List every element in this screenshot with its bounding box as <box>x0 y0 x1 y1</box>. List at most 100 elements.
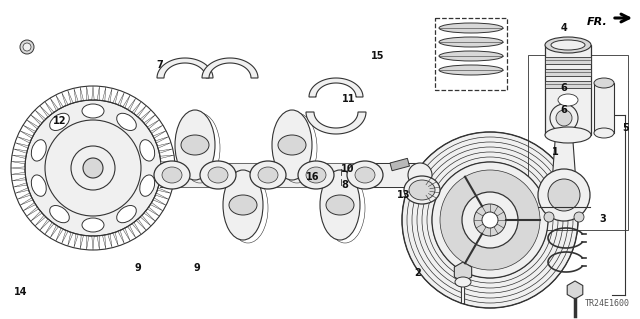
Polygon shape <box>118 92 124 106</box>
Ellipse shape <box>162 167 182 183</box>
Text: 6: 6 <box>561 105 568 115</box>
Polygon shape <box>74 88 78 102</box>
Polygon shape <box>17 193 31 199</box>
Polygon shape <box>12 172 26 174</box>
Text: 8: 8 <box>341 180 348 190</box>
Polygon shape <box>61 230 68 244</box>
Polygon shape <box>552 128 576 183</box>
Ellipse shape <box>31 175 46 196</box>
Text: 3: 3 <box>600 213 607 224</box>
Polygon shape <box>113 232 118 246</box>
Polygon shape <box>159 183 173 187</box>
Polygon shape <box>108 234 112 248</box>
Polygon shape <box>50 225 58 238</box>
Circle shape <box>482 212 498 228</box>
Ellipse shape <box>31 140 46 161</box>
Text: 13: 13 <box>397 189 410 200</box>
Polygon shape <box>160 155 174 159</box>
Polygon shape <box>132 222 141 234</box>
Polygon shape <box>40 219 50 230</box>
Polygon shape <box>147 120 159 129</box>
Polygon shape <box>161 167 175 169</box>
Polygon shape <box>202 58 258 78</box>
Ellipse shape <box>258 167 278 183</box>
Circle shape <box>25 100 161 236</box>
Ellipse shape <box>545 127 591 143</box>
Polygon shape <box>127 98 136 111</box>
Ellipse shape <box>439 37 503 47</box>
Ellipse shape <box>404 176 440 204</box>
Polygon shape <box>12 155 26 159</box>
Text: 12: 12 <box>53 116 67 126</box>
Polygon shape <box>92 86 94 100</box>
Polygon shape <box>157 188 171 193</box>
Ellipse shape <box>50 205 69 223</box>
Polygon shape <box>23 203 36 211</box>
Ellipse shape <box>250 161 286 189</box>
Text: FR.: FR. <box>588 17 608 27</box>
Polygon shape <box>40 106 50 117</box>
Polygon shape <box>56 228 63 241</box>
Ellipse shape <box>200 161 236 189</box>
Ellipse shape <box>320 170 360 240</box>
Ellipse shape <box>154 161 190 189</box>
Circle shape <box>440 170 540 270</box>
Bar <box>594 83 614 133</box>
Ellipse shape <box>306 167 326 183</box>
Bar <box>390 158 410 171</box>
Ellipse shape <box>347 161 383 189</box>
Polygon shape <box>113 90 118 104</box>
Polygon shape <box>160 177 174 181</box>
Ellipse shape <box>326 195 354 215</box>
Polygon shape <box>45 102 54 114</box>
Polygon shape <box>80 87 84 101</box>
Polygon shape <box>150 203 163 211</box>
Circle shape <box>23 43 31 51</box>
Ellipse shape <box>82 218 104 232</box>
Polygon shape <box>23 125 36 133</box>
Polygon shape <box>27 207 38 216</box>
Polygon shape <box>118 230 124 244</box>
Polygon shape <box>20 198 33 205</box>
Bar <box>545 81 591 88</box>
Polygon shape <box>102 87 106 101</box>
Polygon shape <box>159 149 173 153</box>
Ellipse shape <box>181 135 209 155</box>
Ellipse shape <box>551 40 585 50</box>
Polygon shape <box>92 236 94 250</box>
Circle shape <box>474 204 506 236</box>
Polygon shape <box>68 232 73 246</box>
Polygon shape <box>68 90 73 104</box>
Circle shape <box>83 158 103 178</box>
Text: 11: 11 <box>342 94 355 104</box>
Text: 2: 2 <box>415 268 422 278</box>
Polygon shape <box>97 86 100 100</box>
Ellipse shape <box>439 23 503 33</box>
Polygon shape <box>144 211 156 221</box>
Ellipse shape <box>50 113 69 130</box>
Polygon shape <box>161 172 175 174</box>
Ellipse shape <box>545 37 591 53</box>
Polygon shape <box>45 222 54 234</box>
Polygon shape <box>20 131 33 138</box>
Text: 4: 4 <box>561 23 568 33</box>
Polygon shape <box>147 207 159 216</box>
Polygon shape <box>132 102 141 114</box>
Circle shape <box>462 192 518 248</box>
Ellipse shape <box>298 161 334 189</box>
Polygon shape <box>306 112 366 134</box>
Circle shape <box>548 179 580 211</box>
Polygon shape <box>140 110 151 121</box>
Text: 1: 1 <box>552 146 559 157</box>
Circle shape <box>550 104 578 132</box>
Text: 6: 6 <box>561 83 568 93</box>
Polygon shape <box>50 98 58 111</box>
Polygon shape <box>13 183 27 187</box>
Polygon shape <box>56 95 63 108</box>
Polygon shape <box>12 161 26 164</box>
Polygon shape <box>12 177 26 181</box>
Polygon shape <box>136 106 147 117</box>
Polygon shape <box>35 110 46 121</box>
Text: 15: 15 <box>371 51 385 61</box>
Bar <box>545 57 591 64</box>
